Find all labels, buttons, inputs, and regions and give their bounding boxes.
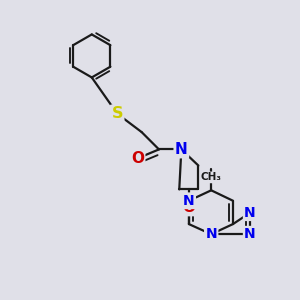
Text: N: N bbox=[244, 206, 256, 220]
Text: O: O bbox=[131, 151, 144, 166]
Text: N: N bbox=[244, 227, 256, 241]
Text: N: N bbox=[183, 194, 195, 208]
Text: O: O bbox=[182, 200, 195, 215]
Text: S: S bbox=[111, 106, 123, 121]
Text: N: N bbox=[175, 142, 188, 157]
Text: N: N bbox=[206, 227, 217, 241]
Text: CH₃: CH₃ bbox=[201, 172, 222, 182]
